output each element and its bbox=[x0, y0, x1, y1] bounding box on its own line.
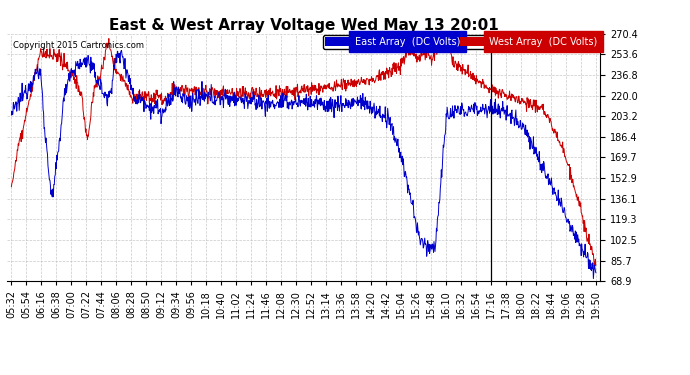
Title: East & West Array Voltage Wed May 13 20:01: East & West Array Voltage Wed May 13 20:… bbox=[109, 18, 498, 33]
Legend: East Array  (DC Volts), West Array  (DC Volts): East Array (DC Volts), West Array (DC Vo… bbox=[324, 35, 600, 49]
Text: Copyright 2015 Cartronics.com: Copyright 2015 Cartronics.com bbox=[13, 41, 144, 50]
